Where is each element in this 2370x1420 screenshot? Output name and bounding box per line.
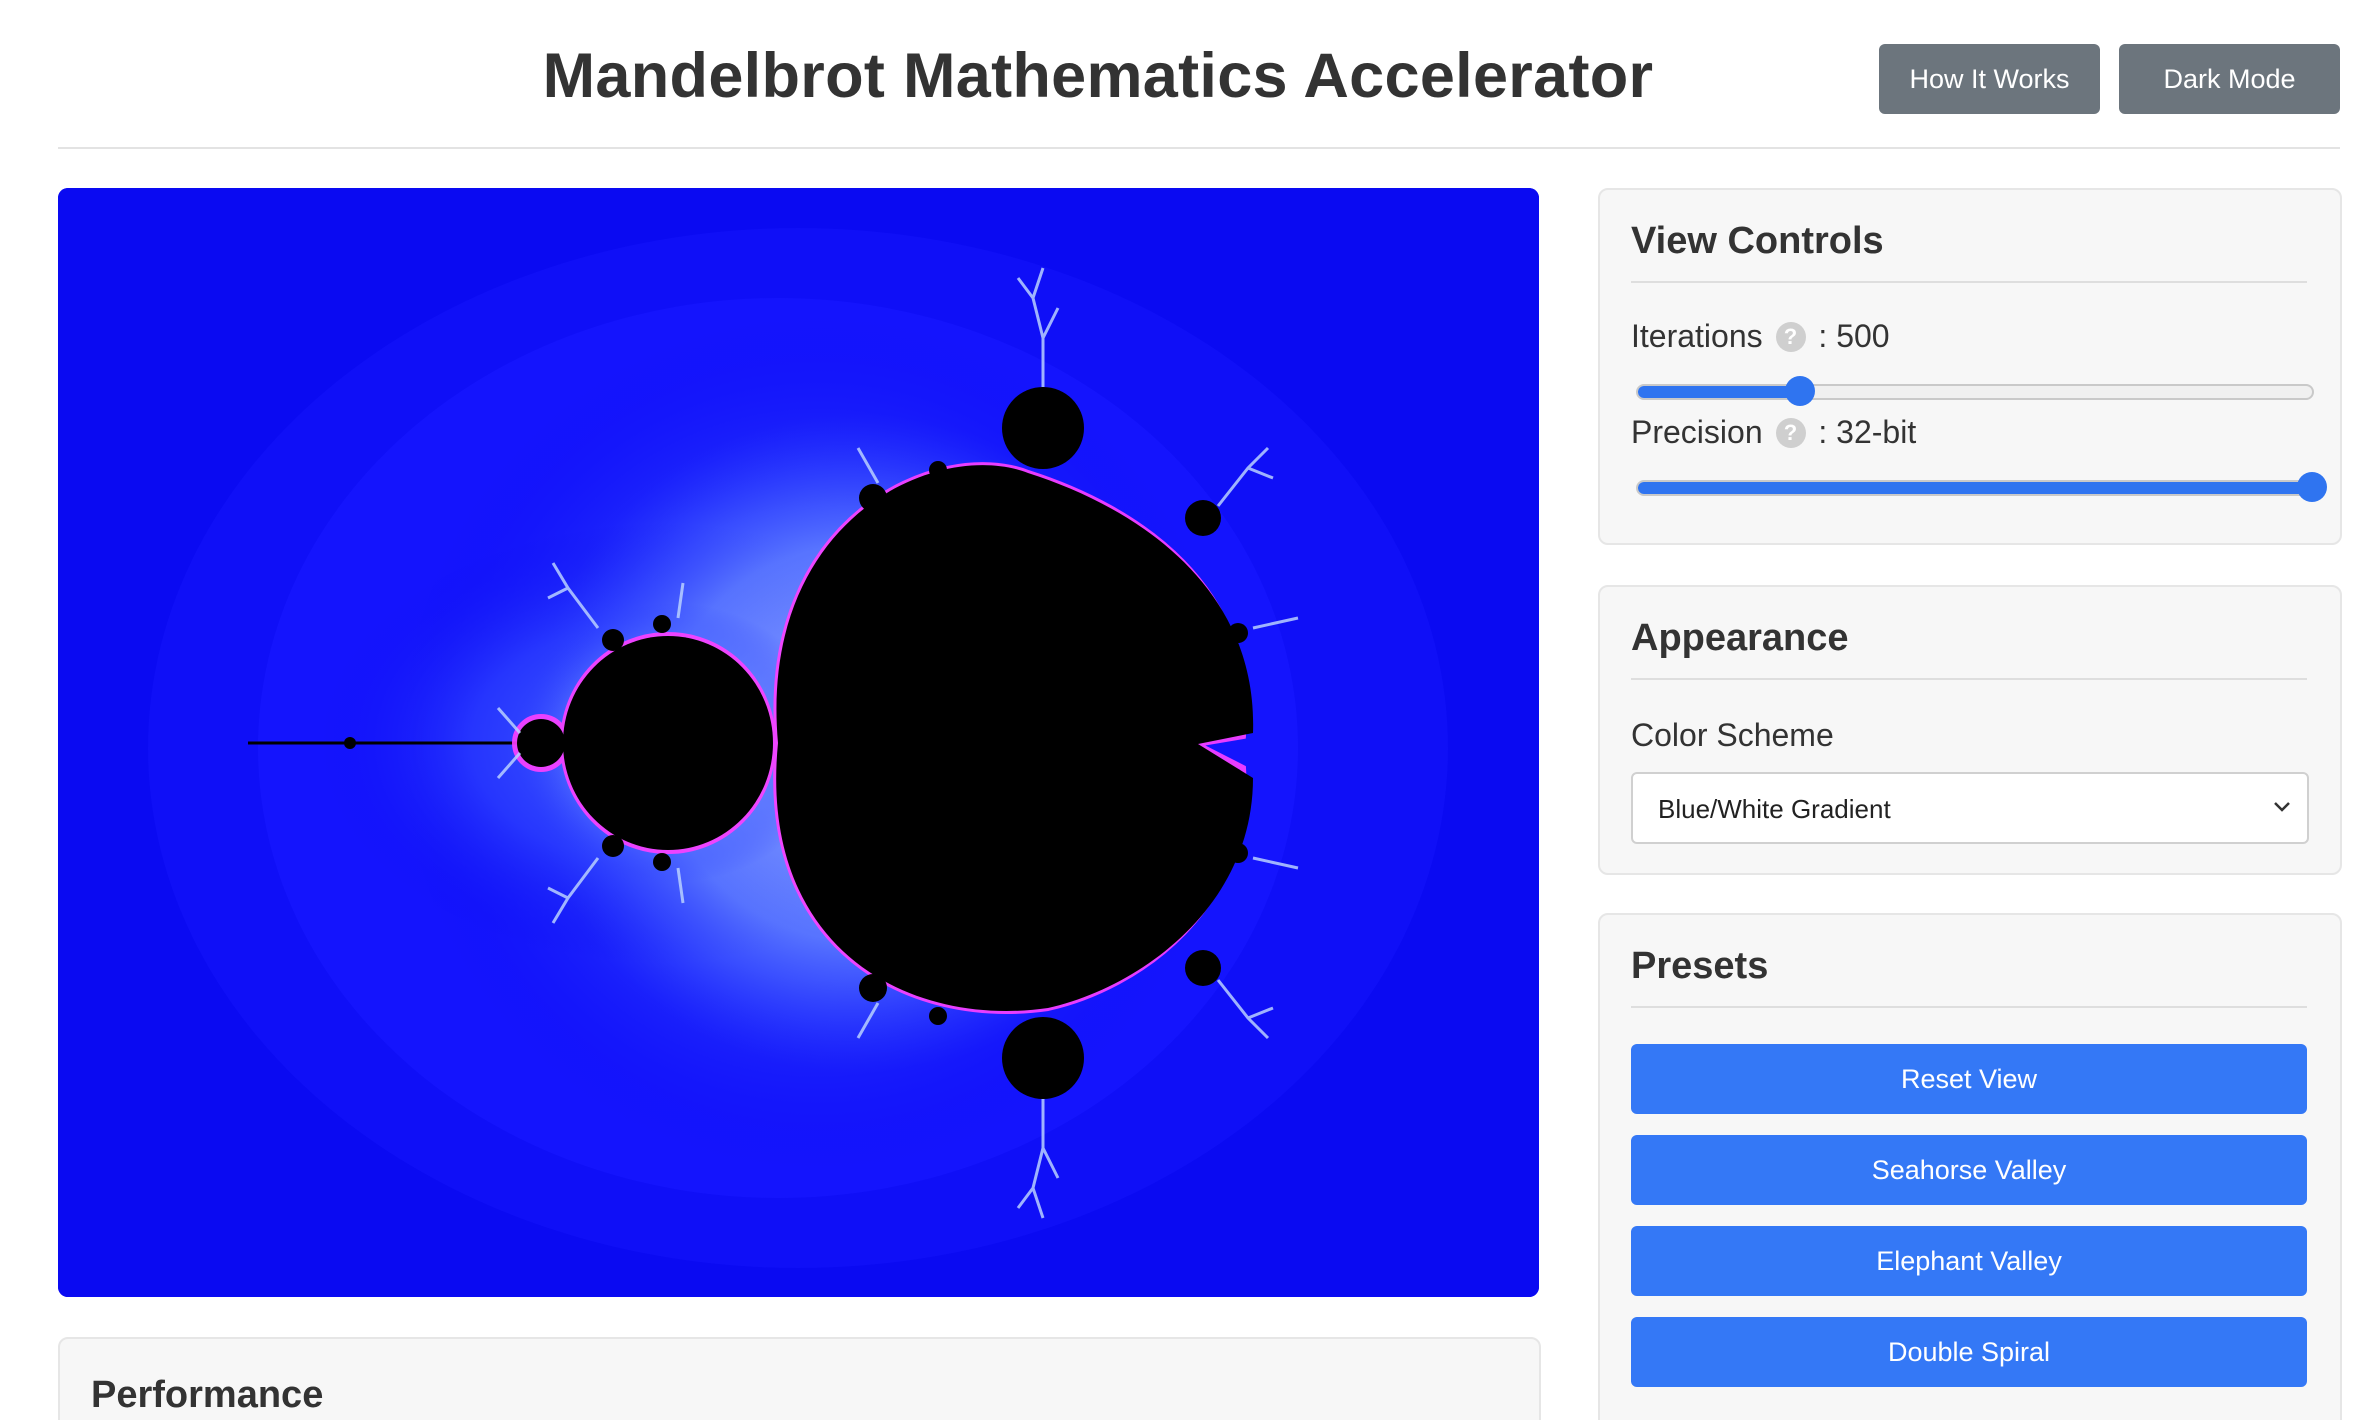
mandelbrot-render bbox=[58, 188, 1539, 1297]
iterations-value: : 500 bbox=[1818, 318, 1890, 354]
color-scheme-label: Color Scheme bbox=[1631, 717, 1834, 753]
iterations-help-icon[interactable]: ? bbox=[1775, 321, 1806, 352]
precision-slider-fill bbox=[1638, 482, 2312, 494]
view-controls-title: View Controls bbox=[1631, 220, 2307, 283]
iterations-label-row: Iterations ? : 500 bbox=[1631, 318, 1890, 356]
page-title: Mandelbrot Mathematics Accelerator bbox=[542, 41, 1654, 111]
iterations-slider[interactable] bbox=[1636, 376, 2314, 406]
performance-panel: Performance bbox=[58, 1337, 1541, 1420]
precision-slider[interactable] bbox=[1636, 472, 2327, 502]
precision-label-row: Precision ? : 32-bit bbox=[1631, 414, 1916, 452]
performance-title: Performance bbox=[91, 1374, 324, 1416]
presets-panel: Presets Reset View Seahorse Valley Eleph… bbox=[1598, 913, 2342, 1420]
iterations-label: Iterations bbox=[1631, 318, 1763, 354]
dark-mode-button[interactable]: Dark Mode bbox=[2119, 44, 2340, 114]
fractal-canvas[interactable] bbox=[58, 188, 1539, 1297]
color-scheme-select[interactable]: Blue/White Gradient bbox=[1631, 772, 2309, 844]
seahorse-valley-button[interactable]: Seahorse Valley bbox=[1631, 1135, 2307, 1205]
precision-label: Precision bbox=[1631, 414, 1763, 450]
precision-slider-thumb[interactable] bbox=[2297, 472, 2327, 502]
elephant-valley-button[interactable]: Elephant Valley bbox=[1631, 1226, 2307, 1296]
fractal-period2-bulb bbox=[563, 636, 773, 850]
view-controls-panel: View Controls Iterations ? : 500 Precisi… bbox=[1598, 188, 2342, 545]
presets-title: Presets bbox=[1631, 945, 2307, 1008]
appearance-title: Appearance bbox=[1631, 617, 2307, 680]
iterations-slider-thumb[interactable] bbox=[1784, 376, 1815, 406]
precision-help-icon[interactable]: ? bbox=[1775, 417, 1806, 448]
fractal-main-cardioid bbox=[776, 465, 1254, 1011]
color-scheme-value: Blue/White Gradient bbox=[1658, 794, 1891, 824]
appearance-panel: Appearance Color Scheme Blue/White Gradi… bbox=[1598, 585, 2342, 875]
reset-view-button[interactable]: Reset View bbox=[1631, 1044, 2307, 1114]
iterations-slider-fill bbox=[1638, 386, 1800, 398]
chevron-down-icon bbox=[2274, 802, 2290, 812]
double-spiral-button[interactable]: Double Spiral bbox=[1631, 1317, 2307, 1387]
header: Mandelbrot Mathematics Accelerator How I… bbox=[58, 0, 2340, 149]
precision-value: : 32-bit bbox=[1818, 414, 1917, 450]
how-it-works-button[interactable]: How It Works bbox=[1879, 44, 2100, 114]
